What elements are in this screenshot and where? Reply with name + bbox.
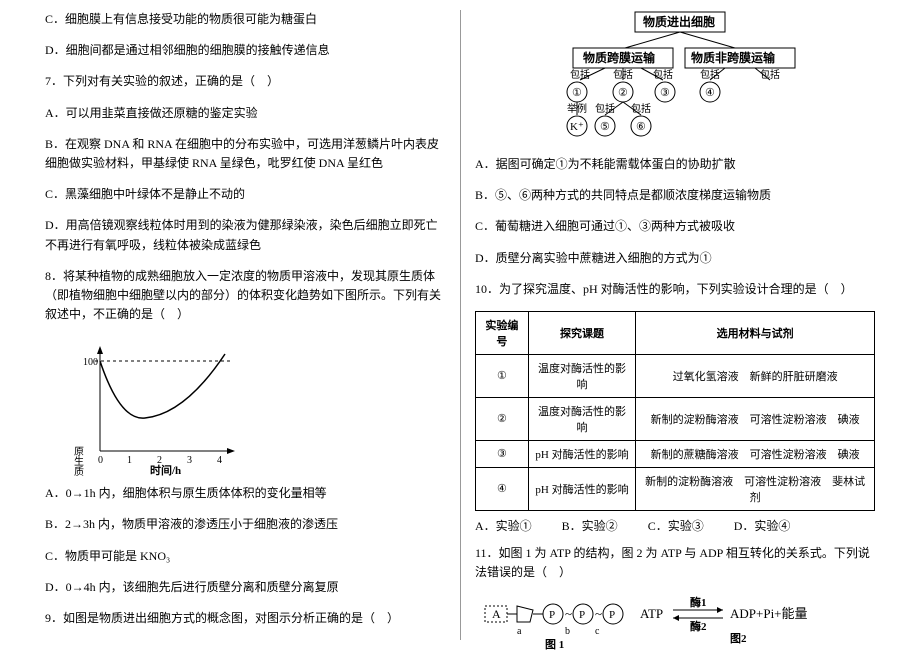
svg-text:举例: 举例 (567, 102, 587, 115)
chart-ymax: 100 (83, 357, 98, 368)
q7-option-b: B．在观察 DNA 和 RNA 在细胞中的分布实验中，可选用洋葱鳞片叶内表皮细胞… (45, 135, 445, 173)
svg-text:酶2: 酶2 (690, 619, 707, 633)
svg-text:图2: 图2 (730, 632, 747, 645)
q9-option-c: C．葡萄糖进入细胞可通过①、③两种方式被吸收 (475, 217, 875, 236)
q7-option-d: D．用高倍镜观察线粒体时用到的染液为健那绿染液，染色后细胞立即死亡不再进行有氧呼… (45, 216, 445, 254)
q10-opt-d: D．实验④ (734, 517, 791, 534)
table-row: ① 温度对酶活性的影响 过氧化氢溶液 新鲜的肝脏研磨液 (476, 354, 875, 397)
svg-text:图 1: 图 1 (545, 638, 564, 651)
svg-text:包括: 包括 (700, 68, 720, 81)
svg-text:c: c (595, 626, 600, 637)
svg-text:0: 0 (98, 455, 103, 466)
q8-option-c: C．物质甲可能是 KNO₃ (45, 547, 445, 566)
svg-text:包括: 包括 (595, 102, 615, 115)
q10-opt-c: C．实验③ (648, 517, 704, 534)
right-column: 物质进出细胞 物质跨膜运输 物质非跨膜运输 包括 包括 包括 包括 包括 ① ②… (460, 10, 890, 640)
q9-option-b: B．⑤、⑥两种方式的共同特点是都顺浓度梯度运输物质 (475, 186, 875, 205)
q6-option-c: C．细胞膜上有信息接受功能的物质很可能为糖蛋白 (45, 10, 445, 29)
svg-text:⑥: ⑥ (636, 121, 646, 133)
q7-option-c: C．黑藻细胞中叶绿体不是静止不动的 (45, 185, 445, 204)
question-9: 9．如图是物质进出细胞方式的概念图，对图示分析正确的是（ ） (45, 609, 445, 628)
column-divider (460, 10, 461, 640)
svg-text:ADP+Pi+能量: ADP+Pi+能量 (730, 606, 808, 621)
q6-option-d: D．细胞间都是通过相邻细胞的细胞膜的接触传递信息 (45, 41, 445, 60)
svg-text:包括: 包括 (570, 68, 590, 81)
svg-text:②: ② (618, 87, 628, 99)
svg-text:4: 4 (217, 455, 222, 466)
chart-xlabel: 时间/h (150, 463, 181, 476)
q10-opt-b: B．实验② (562, 517, 618, 534)
table-row: ③ pH 对酶活性的影响 新制的蔗糖酶溶液 可溶性淀粉溶液 碘液 (476, 440, 875, 467)
th-1: 实验编号 (476, 311, 529, 354)
svg-text:物质进出细胞: 物质进出细胞 (643, 14, 715, 29)
table-row: ④ pH 对酶活性的影响 新制的淀粉酶溶液 可溶性淀粉溶液 斐林试剂 (476, 467, 875, 510)
q10-table: 实验编号 探究课题 选用材料与试剂 ① 温度对酶活性的影响 过氧化氢溶液 新鲜的… (475, 311, 875, 511)
question-7: 7．下列对有关实验的叙述，正确的是（ ） (45, 72, 445, 91)
svg-text:K⁺: K⁺ (570, 121, 584, 133)
svg-text:~: ~ (595, 606, 602, 621)
table-row: ② 温度对酶活性的影响 新制的淀粉酶溶液 可溶性淀粉溶液 碘液 (476, 397, 875, 440)
svg-text:A: A (492, 607, 501, 621)
svg-text:3: 3 (187, 455, 192, 466)
q9-option-a: A．据图可确定①为不耗能需载体蛋白的协助扩散 (475, 155, 875, 174)
svg-text:物质非跨膜运输: 物质非跨膜运输 (691, 50, 776, 65)
question-10: 10．为了探究温度、pH 对酶活性的影响，下列实验设计合理的是（ ） (475, 280, 875, 299)
q10-options: A．实验① B．实验② C．实验③ D．实验④ (475, 517, 875, 534)
th-3: 选用材料与试剂 (636, 311, 875, 354)
chart-ylabel: 原生质体的相对体积/% (72, 446, 84, 476)
q8-option-d: D．0→4h 内，该细胞先后进行质壁分离和质壁分离复原 (45, 578, 445, 597)
left-column: C．细胞膜上有信息接受功能的物质很可能为糖蛋白 D．细胞间都是通过相邻细胞的细胞… (30, 10, 460, 640)
q10-opt-a: A．实验① (475, 517, 532, 534)
question-11: 11．如图 1 为 ATP 的结构，图 2 为 ATP 与 ADP 相互转化的关… (475, 544, 875, 582)
svg-text:④: ④ (705, 87, 715, 99)
q8-chart: 100 0 1 2 3 4 时间/h 原生质体的相对体积/% (65, 336, 245, 476)
svg-text:ATP: ATP (640, 606, 663, 621)
svg-text:①: ① (572, 87, 582, 99)
svg-text:包括: 包括 (760, 68, 780, 81)
q9-option-d: D．质壁分离实验中蔗糖进入细胞的方式为① (475, 249, 875, 268)
atp-figure: A P ~ P ~ P a b c 图 1 ATP 酶1 酶2 ADP+Pi+能… (475, 594, 875, 654)
svg-text:1: 1 (127, 455, 132, 466)
svg-text:P: P (549, 609, 555, 621)
q7-option-a: A．可以用韭菜直接做还原糖的鉴定实验 (45, 104, 445, 123)
svg-text:b: b (565, 626, 570, 637)
svg-text:P: P (579, 609, 585, 621)
svg-text:P: P (609, 609, 615, 621)
svg-text:包括: 包括 (631, 102, 651, 115)
question-8: 8．将某种植物的成熟细胞放入一定浓度的物质甲溶液中，发现其原生质体（即植物细胞中… (45, 267, 445, 325)
svg-text:a: a (517, 626, 522, 637)
th-2: 探究课题 (528, 311, 635, 354)
svg-text:包括: 包括 (653, 68, 673, 81)
svg-text:酶1: 酶1 (690, 595, 707, 609)
svg-text:~: ~ (565, 606, 572, 621)
svg-text:包括: 包括 (613, 68, 633, 81)
svg-text:③: ③ (660, 87, 670, 99)
svg-text:物质跨膜运输: 物质跨膜运输 (583, 50, 656, 65)
q9-diagram: 物质进出细胞 物质跨膜运输 物质非跨膜运输 包括 包括 包括 包括 包括 ① ②… (535, 10, 815, 145)
q8-option-b: B．2→3h 内，物质甲溶液的渗透压小于细胞液的渗透压 (45, 515, 445, 534)
svg-text:⑤: ⑤ (600, 121, 610, 133)
q8-option-a: A．0→1h 内，细胞体积与原生质体体积的变化量相等 (45, 484, 445, 503)
table-head-row: 实验编号 探究课题 选用材料与试剂 (476, 311, 875, 354)
